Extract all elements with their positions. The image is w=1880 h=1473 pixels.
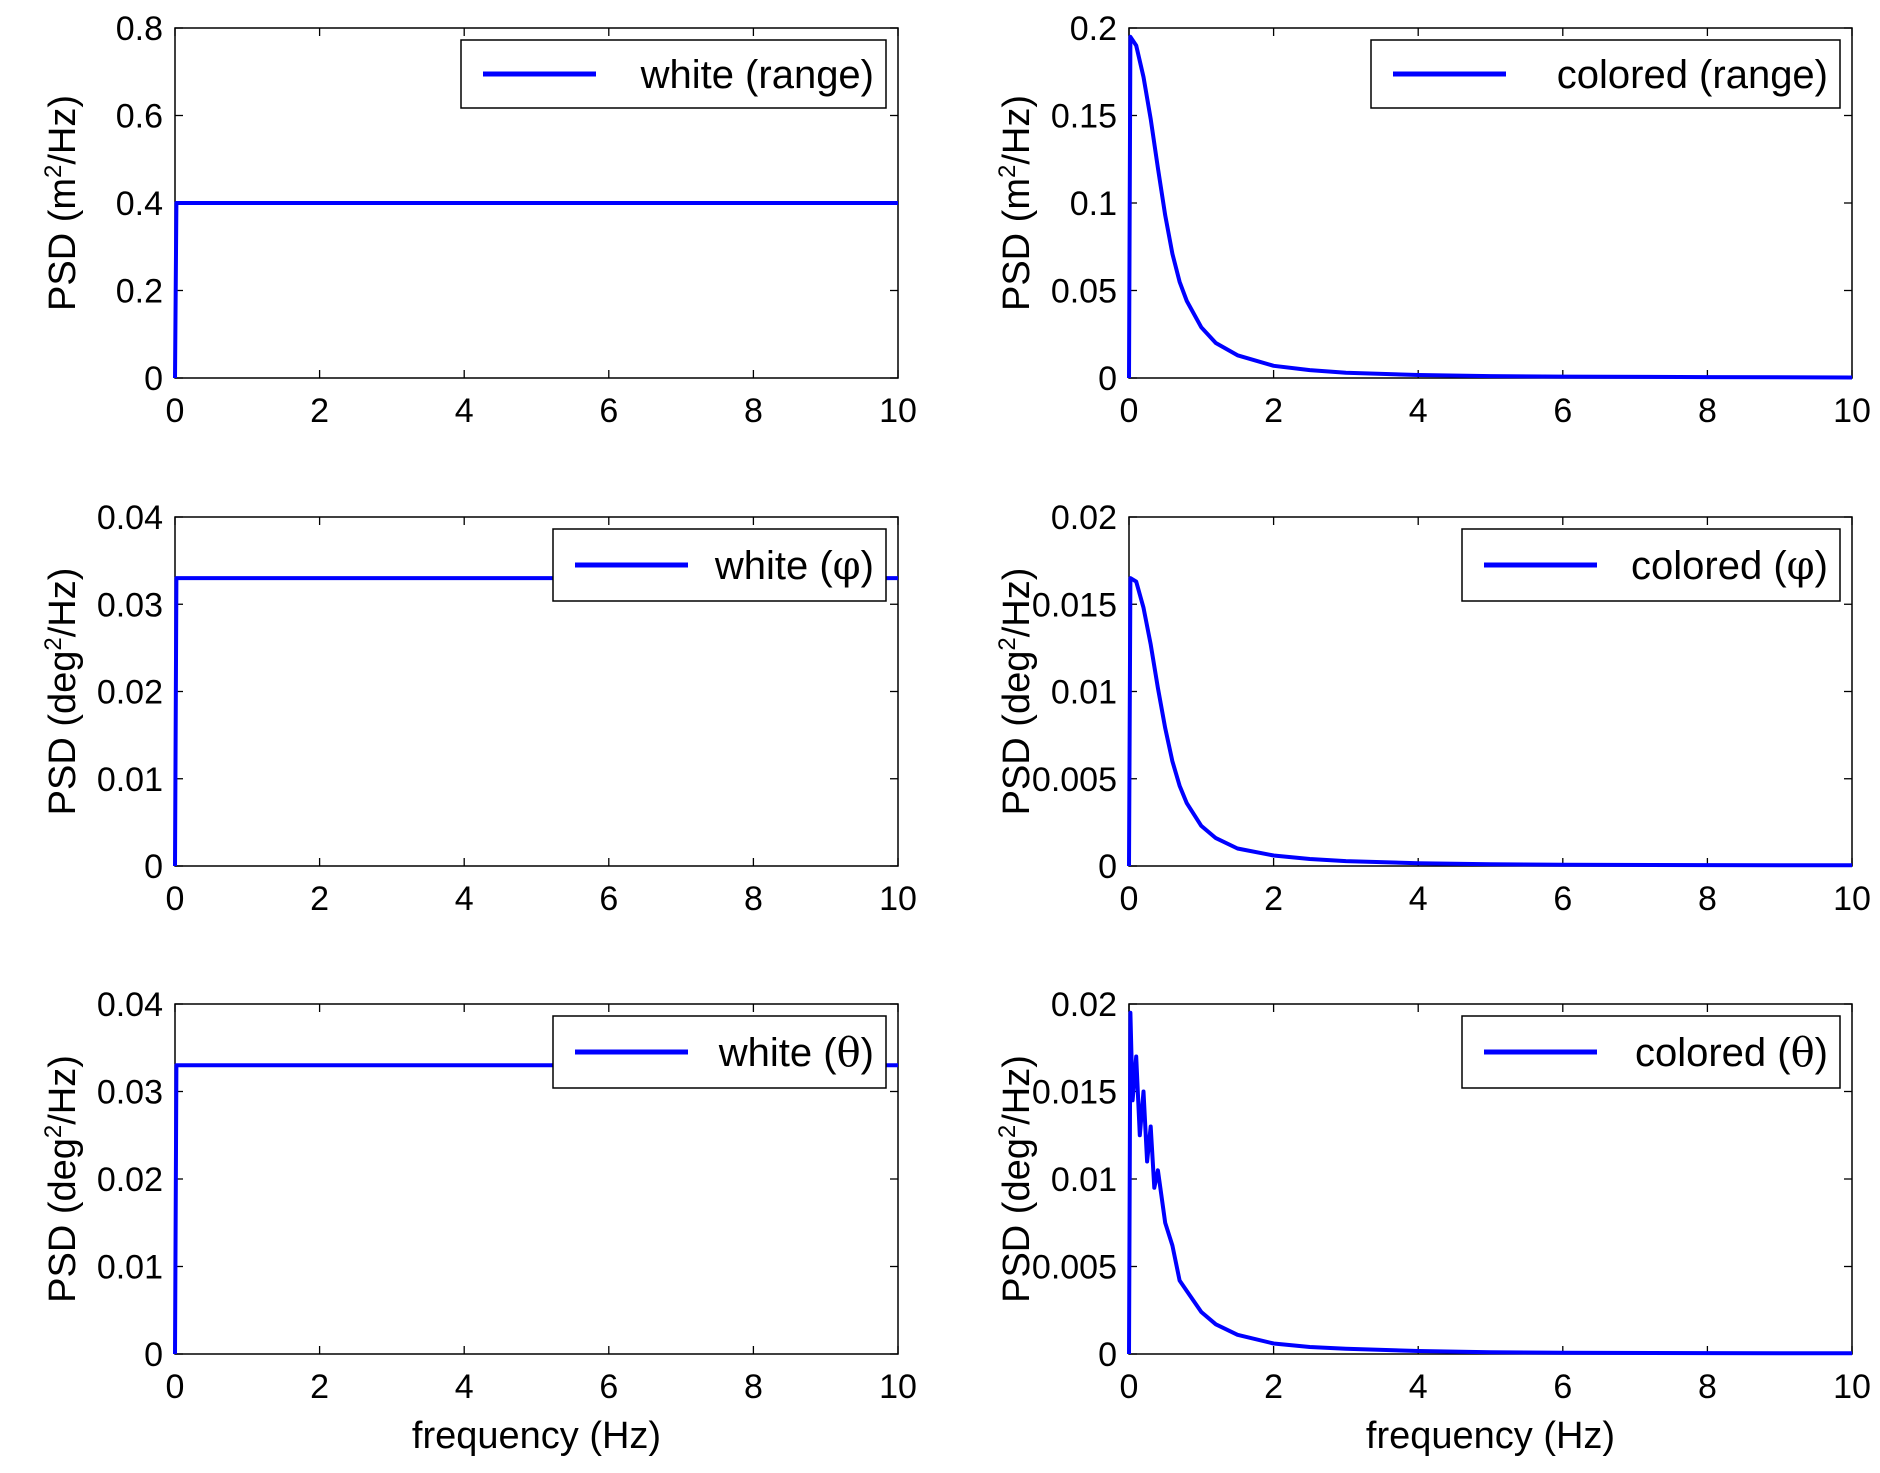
x-tick-label: 8 (1698, 1368, 1717, 1406)
x-tick-label: 2 (310, 392, 329, 430)
y-tick-label: 0.02 (1051, 499, 1117, 537)
x-tick-label: 10 (1833, 1368, 1871, 1406)
subplot-4: 0 2 4 6 8 10 0 0.005 0.01 0.015 0.02 PSD (deg2/Hz) c… (994, 499, 1871, 918)
y-tick-label: 0.015 (1032, 1074, 1117, 1112)
x-tick-label: 10 (879, 1368, 917, 1406)
x-tick-label: 10 (879, 880, 917, 918)
y-axis-label: PSD (m2/Hz) (40, 95, 84, 311)
x-tick-label: 6 (1553, 880, 1572, 918)
x-tick-label: 10 (879, 392, 917, 430)
y-tick-label: 0.02 (97, 1161, 163, 1199)
series-line (173, 201, 898, 379)
subplot-2: 0 2 4 6 8 10 0 0.05 0.1 0.15 0.2 PSD (m2/Hz) colored… (994, 10, 1871, 430)
y-axis-label: PSD (deg2/Hz) (40, 568, 84, 816)
y-axis-label: PSD (m2/Hz) (994, 95, 1038, 311)
x-tick-label: 8 (744, 1368, 763, 1406)
y-tick-label: 0 (1098, 1336, 1117, 1374)
y-tick-label: 0.01 (1051, 674, 1117, 712)
x-tick-label: 10 (1833, 880, 1871, 918)
x-tick-label: 2 (1264, 1368, 1283, 1406)
x-tick-label: 0 (166, 880, 185, 918)
series-line (1127, 576, 1853, 868)
y-tick-label: 0.04 (97, 499, 163, 537)
series-line (1127, 1010, 1853, 1356)
legend-label: white (φ) (714, 543, 874, 589)
x-tick-label: 4 (1409, 880, 1428, 918)
x-tick-label: 4 (455, 392, 474, 430)
x-tick-label: 4 (1409, 1368, 1428, 1406)
y-tick-label: 0.2 (1070, 10, 1117, 48)
y-tick-label: 0.03 (97, 586, 163, 624)
subplot-3: 0 2 4 6 8 10 0 0.01 0.02 0.03 0.04 PSD (deg2/Hz) whi… (40, 499, 917, 918)
x-tick-label: 2 (1264, 392, 1283, 430)
series-line (173, 1063, 898, 1355)
x-tick-label: 8 (744, 392, 763, 430)
x-tick-label: 10 (1833, 392, 1871, 430)
y-tick-label: 0.01 (97, 761, 163, 799)
legend: white (φ) (552, 528, 887, 602)
y-axis-label: PSD (deg2/Hz) (994, 568, 1038, 816)
x-axis-label: frequency (Hz) (412, 1415, 661, 1457)
x-tick-label: 0 (1120, 880, 1139, 918)
y-tick-label: 0.015 (1032, 586, 1117, 624)
y-tick-label: 0.02 (97, 674, 163, 712)
legend: colored (range) (1370, 39, 1841, 109)
y-tick-label: 0.02 (1051, 986, 1117, 1024)
legend-label: white (θ) (718, 1030, 874, 1076)
x-tick-label: 2 (310, 1368, 329, 1406)
x-tick-label: 6 (1553, 1368, 1572, 1406)
y-tick-label: 0.1 (1070, 185, 1117, 223)
y-tick-label: 0.4 (116, 185, 163, 223)
x-tick-label: 4 (1409, 392, 1428, 430)
y-tick-label: 0.04 (97, 986, 163, 1024)
series-line (173, 576, 898, 867)
y-tick-label: 0.01 (97, 1249, 163, 1287)
y-tick-label: 0.6 (116, 98, 163, 136)
y-tick-label: 0 (1098, 848, 1117, 886)
x-tick-label: 0 (1120, 392, 1139, 430)
x-tick-label: 4 (455, 1368, 474, 1406)
y-tick-label: 0 (144, 1336, 163, 1374)
subplot-5: 0 2 4 6 8 10 0 0.01 0.02 0.03 0.04 PSD (deg2/Hz) fre… (40, 986, 917, 1457)
legend: colored (θ) (1461, 1015, 1841, 1089)
x-tick-label: 8 (1698, 880, 1717, 918)
legend: white (range) (460, 39, 887, 109)
y-tick-label: 0.03 (97, 1074, 163, 1112)
legend-label: colored (φ) (1631, 543, 1828, 589)
x-tick-label: 0 (1120, 1368, 1139, 1406)
y-tick-label: 0.8 (116, 10, 163, 48)
y-tick-label: 0.2 (116, 273, 163, 311)
legend-label: white (range) (640, 53, 874, 97)
subplot-1: 0 2 4 6 8 10 0 0.2 0.4 0.6 0.8 PSD (m2/Hz) white (ra… (40, 10, 917, 430)
y-tick-label: 0 (144, 360, 163, 398)
x-tick-label: 2 (1264, 880, 1283, 918)
x-tick-label: 4 (455, 880, 474, 918)
legend: colored (φ) (1461, 528, 1841, 602)
x-tick-label: 8 (1698, 392, 1717, 430)
x-tick-label: 0 (166, 1368, 185, 1406)
y-tick-label: 0.005 (1032, 1249, 1117, 1287)
x-tick-label: 2 (310, 880, 329, 918)
y-tick-label: 0 (1098, 360, 1117, 398)
y-axis-label: PSD (deg2/Hz) (40, 1055, 84, 1303)
y-tick-label: 0 (144, 848, 163, 886)
x-tick-label: 6 (1553, 392, 1572, 430)
y-tick-label: 0.15 (1051, 98, 1117, 136)
subplot-6: 0 2 4 6 8 10 0 0.005 0.01 0.015 0.02 PSD (deg2/Hz) f… (994, 986, 1871, 1457)
legend-label: colored (range) (1557, 53, 1828, 97)
legend: white (θ) (552, 1015, 887, 1089)
x-tick-label: 0 (166, 392, 185, 430)
y-axis-label: PSD (deg2/Hz) (994, 1055, 1038, 1303)
y-tick-label: 0.005 (1032, 761, 1117, 799)
series-line (1127, 34, 1853, 380)
x-tick-label: 6 (599, 1368, 618, 1406)
x-tick-label: 6 (599, 880, 618, 918)
y-tick-label: 0.01 (1051, 1161, 1117, 1199)
y-tick-label: 0.05 (1051, 273, 1117, 311)
legend-label: colored (θ) (1635, 1030, 1828, 1076)
x-tick-label: 8 (744, 880, 763, 918)
x-axis-label: frequency (Hz) (1366, 1415, 1615, 1457)
x-tick-label: 6 (599, 392, 618, 430)
